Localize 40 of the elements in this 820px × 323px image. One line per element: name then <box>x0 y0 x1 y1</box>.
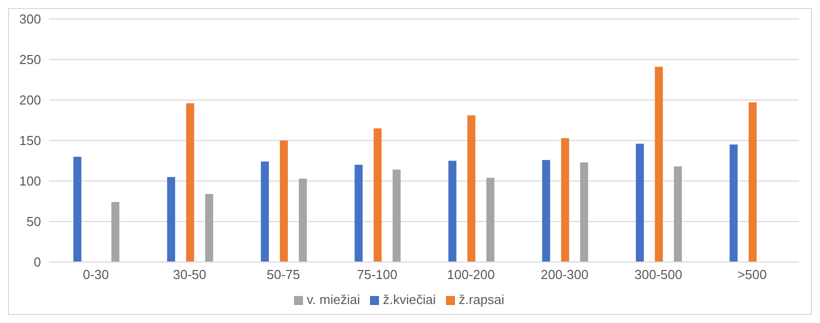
bar <box>374 128 382 262</box>
bar <box>354 164 363 262</box>
bar <box>654 66 663 262</box>
y-tick-label: 300 <box>19 12 41 27</box>
bar <box>205 194 214 262</box>
bar <box>392 170 401 262</box>
bar <box>561 138 570 262</box>
x-tick-label: 100-200 <box>447 267 495 282</box>
bar <box>486 178 494 262</box>
y-tick-label: 200 <box>19 92 41 108</box>
x-tick-label: 0-30 <box>82 267 109 282</box>
x-tick-label: 300-500 <box>634 267 682 282</box>
bar <box>674 166 682 262</box>
bar <box>748 102 757 262</box>
bar <box>448 160 456 262</box>
x-tick-label: 200-300 <box>540 267 588 282</box>
y-tick-label: 0 <box>34 254 41 270</box>
x-tick-label: >500 <box>737 267 767 282</box>
legend-label: ž.rapsai <box>458 292 504 307</box>
y-tick-label: 250 <box>19 52 41 68</box>
y-tick-label: 50 <box>26 214 41 230</box>
bar <box>280 140 288 262</box>
legend-label: v. miežiai <box>306 292 360 307</box>
bar <box>73 156 82 262</box>
y-tick-label: 150 <box>19 133 41 148</box>
bar <box>730 144 738 262</box>
x-tick-label: 50-75 <box>266 267 300 282</box>
x-tick-label: 75-100 <box>356 267 398 282</box>
bar <box>467 115 476 262</box>
bar <box>580 162 588 262</box>
bar <box>260 162 269 262</box>
bar <box>542 160 550 262</box>
y-tick-label: 100 <box>19 174 41 189</box>
bar <box>167 176 176 262</box>
bar <box>186 103 194 262</box>
bar <box>111 202 120 262</box>
bar <box>636 144 644 262</box>
legend-label: ž.kviečiai <box>382 292 436 307</box>
bar <box>298 178 307 262</box>
x-tick-label: 30-50 <box>173 267 206 282</box>
